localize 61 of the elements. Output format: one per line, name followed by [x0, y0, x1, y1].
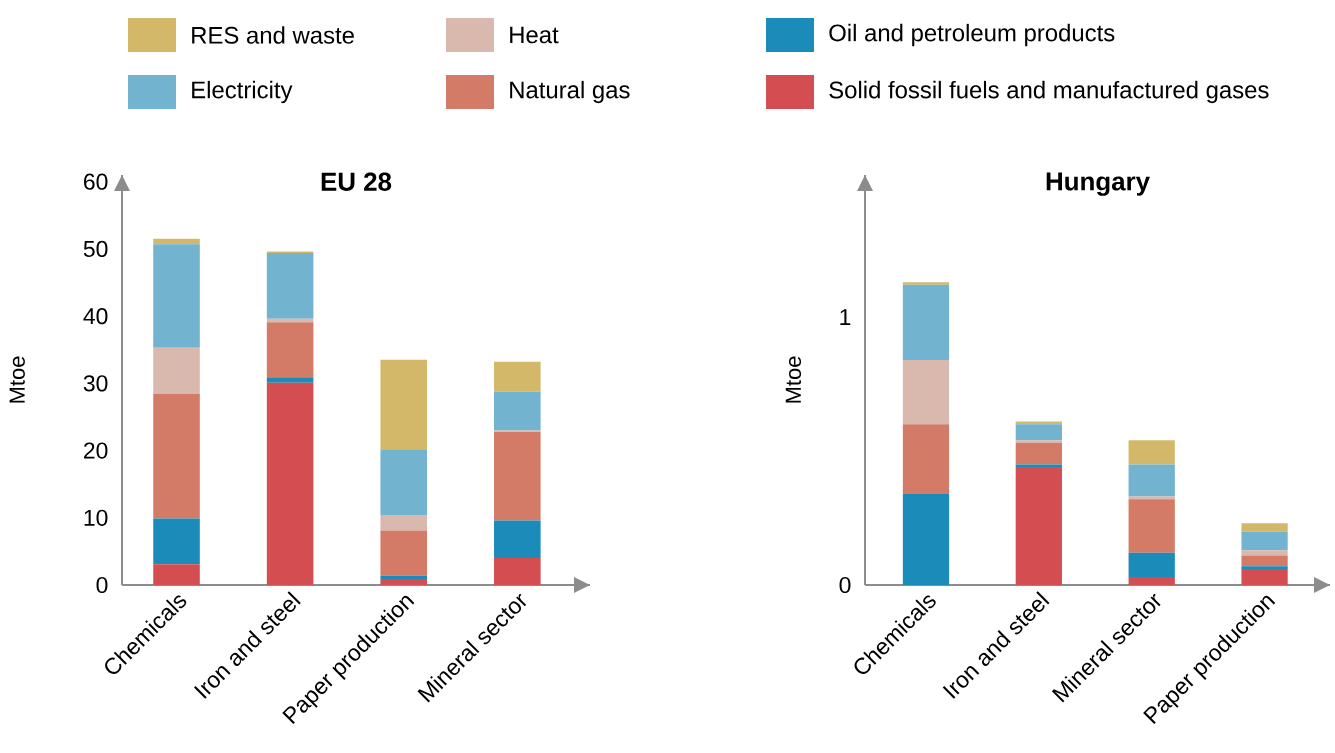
bar — [902, 284, 950, 360]
bar — [1015, 424, 1062, 441]
bar — [1128, 499, 1175, 553]
bar — [902, 359, 950, 425]
bar — [380, 530, 428, 576]
bar — [902, 493, 950, 585]
bar — [153, 564, 200, 585]
bar — [1241, 523, 1288, 532]
bar — [494, 558, 541, 585]
legend-label: RES and waste — [192, 26, 354, 44]
bar — [1241, 555, 1288, 567]
legend-label: Natural gas — [510, 80, 630, 104]
y-tick-label: 60 — [84, 173, 108, 190]
y-tick-label: 20 — [84, 442, 108, 459]
legend-label: Solid fossil fuels and manufactured gases — [829, 80, 1269, 104]
bar — [902, 424, 950, 494]
bar — [266, 382, 314, 585]
y-tick-label: 0 — [839, 576, 851, 594]
bar — [1241, 568, 1288, 585]
chart-title: EU 28 — [321, 172, 392, 191]
bar — [1015, 464, 1062, 468]
y-tick-label: 50 — [83, 240, 108, 258]
bar — [380, 578, 428, 585]
bar — [153, 347, 200, 395]
bar — [1128, 552, 1175, 577]
y-tick-label: 40 — [83, 308, 108, 325]
legend-label: Heat — [510, 26, 559, 44]
y-axis-title: Mtoe — [9, 356, 25, 403]
bar — [1241, 531, 1288, 551]
bar — [1015, 442, 1062, 465]
bar — [902, 282, 950, 285]
bar — [494, 391, 541, 431]
bar — [1128, 464, 1175, 497]
bar — [494, 361, 541, 392]
bar — [380, 359, 428, 450]
bar — [380, 449, 428, 516]
bar — [1015, 440, 1062, 443]
bar — [1128, 576, 1175, 585]
bar — [266, 322, 314, 378]
chart-title: Hungary — [1046, 172, 1150, 196]
bar — [266, 377, 314, 383]
y-tick-label: 0 — [96, 576, 108, 594]
bar — [1015, 467, 1062, 585]
bar — [380, 575, 428, 579]
y-tick-label: 1 — [840, 309, 851, 325]
bar — [153, 394, 200, 519]
bar — [1128, 440, 1175, 465]
bar — [153, 238, 200, 245]
y-tick-label: 10 — [84, 509, 108, 526]
bar — [380, 515, 428, 531]
legend-label: Oil and petroleum products — [829, 23, 1115, 47]
bar — [153, 244, 200, 348]
bar — [1241, 566, 1288, 569]
legend-label: Electricity — [192, 80, 293, 104]
bar — [1241, 550, 1288, 556]
bar — [266, 252, 314, 319]
y-tick-label: 30 — [83, 375, 108, 392]
bar — [153, 518, 200, 565]
bar — [494, 520, 541, 559]
bar — [494, 431, 541, 521]
y-axis-title: Mtoe — [785, 356, 802, 403]
